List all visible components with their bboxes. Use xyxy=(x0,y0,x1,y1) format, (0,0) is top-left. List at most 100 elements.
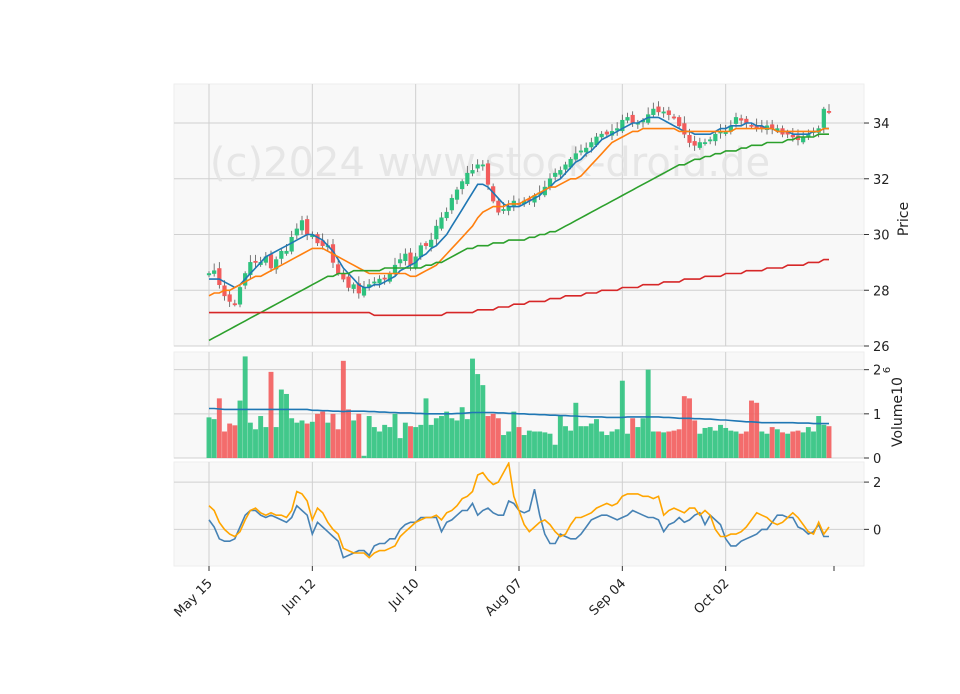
moving-average-line xyxy=(209,116,829,289)
x-tick-label: Oct 02 xyxy=(691,576,732,617)
volume-axis-label: Volume xyxy=(890,395,906,447)
volume-bar xyxy=(583,426,589,458)
volume-bar xyxy=(397,438,403,458)
candle-body xyxy=(408,252,413,266)
candle-body xyxy=(274,259,279,270)
volume-bar xyxy=(588,423,594,458)
volume-bar xyxy=(433,418,439,458)
candle-body xyxy=(589,142,594,148)
volume-bar xyxy=(273,427,279,458)
candle-body xyxy=(377,278,382,284)
candle-body xyxy=(439,217,444,229)
candle-body xyxy=(372,281,377,284)
volume-bar xyxy=(444,411,450,458)
volume-bar xyxy=(769,427,775,458)
volume-bar xyxy=(258,416,264,458)
candle-body xyxy=(232,303,237,306)
candle-body xyxy=(661,111,666,114)
volume-bar xyxy=(309,421,315,458)
oscillator-y-tick-label: 2 xyxy=(873,476,881,491)
volume-bar xyxy=(697,433,703,458)
volume-bar xyxy=(790,431,796,458)
candle-body xyxy=(739,118,744,121)
volume-bar xyxy=(263,427,269,458)
volume-bar xyxy=(573,402,579,458)
price-y-tick-label: 34 xyxy=(873,117,890,132)
volume-bar xyxy=(454,420,460,458)
volume-multiplier-base: 10 xyxy=(890,377,906,395)
volume-bar xyxy=(392,413,398,458)
volume-bar xyxy=(356,413,362,458)
volume-bar xyxy=(568,430,574,458)
volume-bar xyxy=(666,431,672,458)
volume-bar xyxy=(604,435,610,458)
volume-bar xyxy=(661,432,667,458)
volume-bar xyxy=(413,427,419,458)
candle-body xyxy=(305,219,310,235)
volume-bar xyxy=(428,424,434,458)
volume-bar xyxy=(800,432,806,458)
candle-body xyxy=(563,164,568,170)
candle-body xyxy=(630,114,635,124)
volume-bar xyxy=(785,433,791,458)
candle-body xyxy=(584,147,589,153)
volume-bar xyxy=(418,424,424,458)
x-tick-label: May 15 xyxy=(172,576,216,620)
volume-bar xyxy=(237,400,243,458)
volume-bar xyxy=(619,380,625,458)
volume-bar xyxy=(299,420,305,458)
volume-bar xyxy=(676,429,682,458)
volume-bar xyxy=(749,400,754,458)
candle-body xyxy=(294,228,299,236)
candle-body xyxy=(692,141,697,146)
candle-body xyxy=(651,108,656,115)
volume-bar xyxy=(304,423,310,458)
candle-body xyxy=(485,163,491,185)
candle-body xyxy=(434,225,439,240)
volume-bar xyxy=(738,433,744,458)
volume-bar xyxy=(464,419,470,458)
volume-bar xyxy=(547,433,553,458)
volume-bar xyxy=(718,424,723,458)
volume-bar xyxy=(707,427,713,458)
volume-y-tick-label: 0 xyxy=(873,452,881,467)
candle-body xyxy=(470,170,475,174)
volume-bar xyxy=(449,418,455,458)
volume-bar xyxy=(640,418,646,458)
candle-body xyxy=(346,276,351,288)
candle-body xyxy=(284,250,289,254)
price-y-tick-label: 30 xyxy=(873,229,890,244)
volume-bar xyxy=(754,402,760,458)
volume-bar xyxy=(563,426,568,458)
volume-bar xyxy=(320,411,326,458)
price-axis-label: Price xyxy=(896,202,912,236)
volume-bar xyxy=(552,444,558,458)
candle-body xyxy=(351,284,356,289)
volume-bar xyxy=(671,430,677,458)
price-y-tick-label: 26 xyxy=(873,340,890,355)
volume-bar xyxy=(371,427,377,458)
volume-bar xyxy=(351,420,357,458)
volume-bar xyxy=(361,455,367,458)
candle-body xyxy=(790,134,795,138)
volume-bar xyxy=(692,420,698,458)
volume-average-line xyxy=(209,407,829,425)
volume-bar xyxy=(501,435,506,458)
candle-body xyxy=(501,209,506,211)
candle-body xyxy=(299,220,305,231)
candle-body xyxy=(217,268,222,285)
volume-bar xyxy=(470,358,475,458)
candle-body xyxy=(403,253,408,262)
volume-bar xyxy=(764,433,770,458)
volume-bar xyxy=(247,422,253,458)
volume-bar xyxy=(635,427,641,458)
volume-bar xyxy=(325,422,331,458)
candle-body xyxy=(444,211,449,219)
volume-bar xyxy=(723,427,729,458)
volume-bar xyxy=(521,435,527,458)
candle-body xyxy=(418,245,423,258)
volume-bar xyxy=(594,419,599,458)
volume-bar xyxy=(278,389,284,458)
volume-bar xyxy=(821,424,827,458)
volume-bar xyxy=(532,431,537,458)
